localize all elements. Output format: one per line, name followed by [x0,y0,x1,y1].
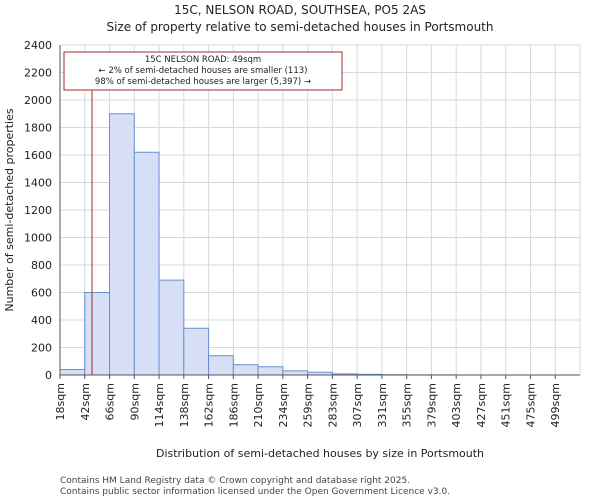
x-tick-label: 210sqm [252,383,265,427]
x-tick-label: 403sqm [450,383,463,427]
y-tick-label: 200 [31,342,52,355]
x-tick-label: 114sqm [153,383,166,427]
x-tick-label: 283sqm [326,383,339,427]
footer-line-2: Contains public sector information licen… [60,487,450,497]
bar [257,366,284,376]
bar [109,113,135,376]
y-tick-label: 1600 [24,149,52,162]
bar [158,279,185,376]
x-tick-label: 475sqm [524,383,537,427]
annotation-box: 15C NELSON ROAD: 49sqm ← 2% of semi-deta… [63,51,343,91]
y-tick-label: 0 [45,369,52,382]
bar [208,355,234,376]
chart-title: Size of property relative to semi-detach… [106,20,493,34]
y-tick-label: 1000 [24,232,52,245]
y-tick-label: 800 [31,259,52,272]
y-tick-label: 2400 [24,39,52,52]
annotation-box-frame [63,51,343,91]
y-tick-label: 2200 [24,67,52,80]
annotation-larger: 98% of semi-detached houses are larger (… [95,77,311,87]
x-tick-label: 186sqm [227,383,240,427]
y-tick-label: 600 [31,287,52,300]
x-tick-label: 234sqm [277,383,290,427]
x-tick-label: 355sqm [401,383,414,427]
bar [232,364,259,376]
y-tick-label: 400 [31,314,52,327]
x-tick-label: 379sqm [425,383,438,427]
x-tick-label: 331sqm [376,383,389,427]
x-tick-label: 427sqm [475,383,488,427]
x-tick-label: 42sqm [79,383,92,420]
bar [59,369,86,376]
chart-address-title: 15C, NELSON ROAD, SOUTHSEA, PO5 2AS [174,3,426,17]
y-tick-labels: 0 200 400 600 800 1000 1200 1400 1600 1800 2000 220… [24,39,52,382]
x-tick-label: 162sqm [203,383,216,427]
x-tick-label: 451sqm [500,383,513,427]
bar [183,327,210,376]
x-tick-label: 66sqm [104,383,117,420]
bar [282,370,309,376]
y-tick-label: 1800 [24,122,52,135]
x-tick-label: 90sqm [128,383,141,420]
bars [59,113,457,376]
y-axis-label: Number of semi-detached properties [3,108,16,311]
x-tick-label: 138sqm [178,383,191,427]
bar [133,151,160,376]
x-axis-label: Distribution of semi-detached houses by … [156,447,484,460]
annotation-title: 15C NELSON ROAD: 49sqm [145,55,261,65]
x-tick-label: 499sqm [549,383,562,427]
bar [84,292,111,376]
footer-line-1: Contains HM Land Registry data © Crown c… [60,476,410,486]
y-tick-label: 1200 [24,204,52,217]
x-tick-label: 259sqm [302,383,315,427]
axes [59,45,580,376]
x-tick-label: 18sqm [54,383,67,420]
y-tick-label: 2000 [24,94,52,107]
x-tick-labels: 18sqm 42sqm 66sqm 90sqm 114sqm 138sqm 162sqm 18… [54,375,562,427]
x-tick-label: 307sqm [351,383,364,427]
annotation-smaller: ← 2% of semi-detached houses are smaller… [99,66,308,76]
y-tick-label: 1400 [24,177,52,190]
